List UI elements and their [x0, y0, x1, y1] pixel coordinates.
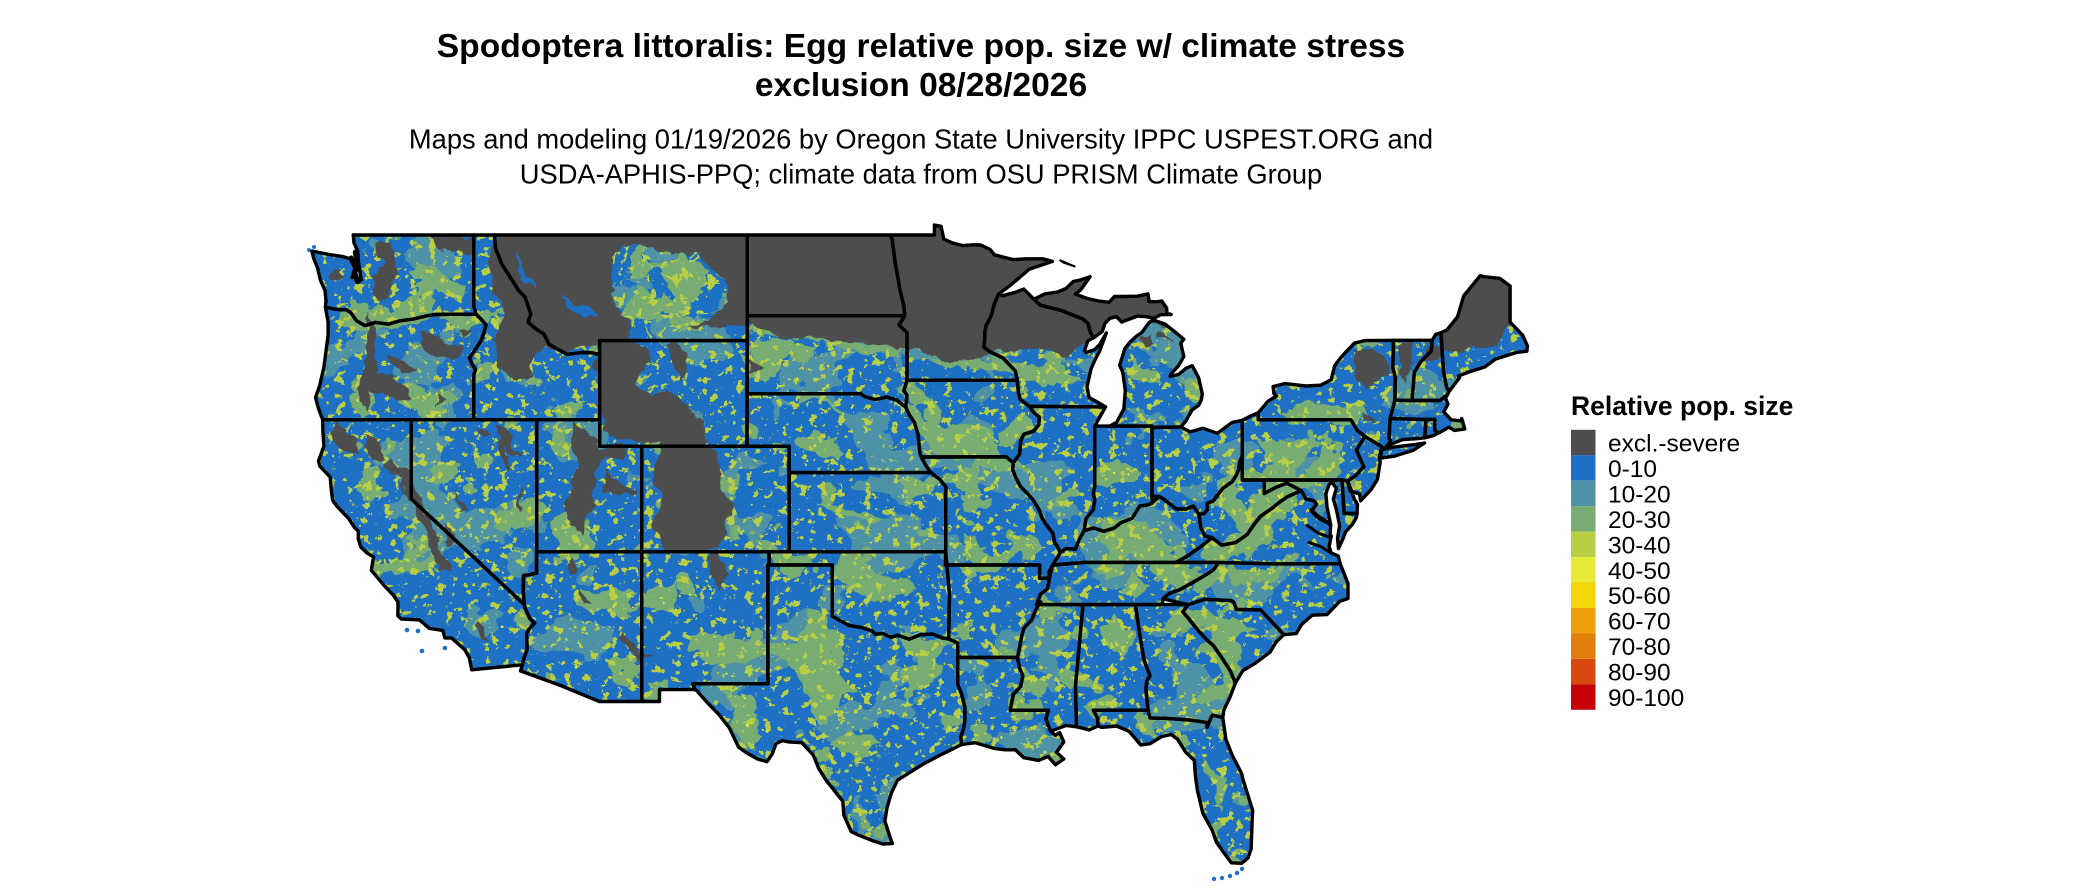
svg-text:Maps and modeling 01/19/2026 b: Maps and modeling 01/19/2026 by Oregon S…	[409, 124, 1433, 155]
svg-text:0-10: 0-10	[1608, 456, 1657, 483]
svg-text:60-70: 60-70	[1608, 609, 1671, 636]
svg-text:excl.-severe: excl.-severe	[1608, 431, 1740, 458]
svg-text:70-80: 70-80	[1608, 634, 1671, 661]
svg-text:exclusion 08/28/2026: exclusion 08/28/2026	[755, 67, 1087, 104]
svg-text:20-30: 20-30	[1608, 507, 1671, 534]
svg-text:10-20: 10-20	[1608, 481, 1671, 508]
svg-text:90-100: 90-100	[1608, 685, 1684, 712]
svg-text:Relative pop. size: Relative pop. size	[1571, 391, 1793, 421]
svg-text:Spodoptera littoralis: Egg rel: Spodoptera littoralis: Egg relative pop.…	[437, 28, 1405, 65]
svg-text:30-40: 30-40	[1608, 532, 1671, 559]
svg-text:50-60: 50-60	[1608, 583, 1671, 610]
svg-text:USDA-APHIS-PPQ; climate data f: USDA-APHIS-PPQ; climate data from OSU PR…	[520, 159, 1322, 190]
svg-text:40-50: 40-50	[1608, 558, 1671, 585]
svg-text:80-90: 80-90	[1608, 660, 1671, 687]
